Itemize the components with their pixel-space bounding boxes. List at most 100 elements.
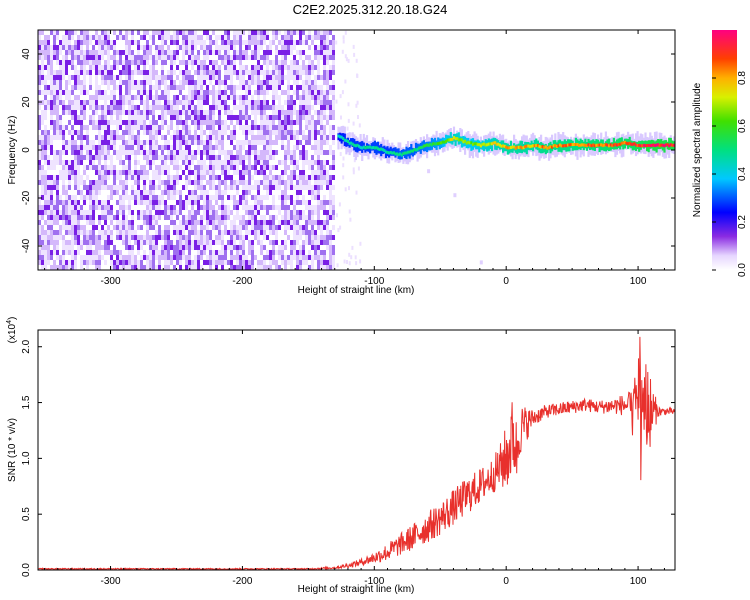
spectrogram-cell (203, 190, 206, 195)
spectrogram-cell (326, 160, 329, 165)
spectrogram-cell (260, 260, 263, 265)
spectrogram-cell (212, 85, 215, 90)
spectrogram-cell (248, 155, 251, 160)
spectrogram-cell (89, 220, 92, 225)
spectrogram-cell (143, 235, 146, 240)
signal-core (464, 139, 467, 143)
spectrogram-cell (227, 115, 230, 120)
spectrogram-cell (188, 130, 191, 135)
spectrogram-cell (167, 75, 170, 80)
spectrogram-cell (230, 255, 233, 260)
spectrogram-cell (155, 245, 158, 250)
spectrogram-cell (305, 75, 308, 80)
spectrogram-cell (92, 240, 95, 245)
spectrogram-cell (269, 255, 272, 260)
spectrogram-cell (137, 30, 140, 35)
spectrogram-cell (293, 165, 296, 170)
spectrogram-cell (329, 40, 332, 45)
spectrogram-cell (137, 110, 140, 115)
spectrogram-cell (161, 75, 164, 80)
spectrogram-cell (188, 30, 191, 35)
spectrogram-cell (56, 160, 59, 165)
colorbar-tick-label: 0.4 (737, 167, 748, 181)
spectrogram-cell (346, 260, 348, 264)
spectrogram-cell (44, 230, 47, 235)
spectrogram-cell (77, 210, 80, 215)
spectrogram-cell (206, 35, 209, 40)
spectrogram-cell (119, 105, 122, 110)
spectrogram-cell (236, 75, 239, 80)
spectrogram-cell (251, 105, 254, 110)
spectrogram-cell (74, 180, 77, 185)
spectrogram-cell (113, 55, 116, 60)
spectrogram-cell (317, 175, 320, 180)
y-tick-label: 40 (21, 48, 32, 60)
spectrogram-cell (239, 75, 242, 80)
signal-band (633, 141, 636, 150)
spectrogram-cell (155, 250, 158, 255)
spectrogram-cell (98, 205, 101, 210)
spectrogram-cell (296, 120, 299, 125)
spectrogram-cell (92, 180, 95, 185)
spectrogram-cell (92, 260, 95, 265)
spectrogram-cell (107, 140, 110, 145)
spectrogram-cell (155, 140, 158, 145)
spectrogram-cell (164, 110, 167, 115)
spectrogram-cell (206, 85, 209, 90)
spectrogram-cell (230, 250, 233, 255)
spectrogram-cell (44, 190, 47, 195)
spectrogram-cell (236, 150, 239, 155)
spectrogram-cell (278, 220, 281, 225)
spectrogram-cell (89, 165, 92, 170)
snr-panel: -300 -200 -100 0 100 0.00.51.01.52.0 Height … (6, 317, 676, 595)
spectrogram-cell (296, 145, 299, 150)
spectrogram-cell (74, 265, 77, 270)
spectrogram-cell (182, 205, 185, 210)
spectrogram-cell (314, 125, 317, 130)
spectrogram-cell (314, 190, 317, 195)
spectrogram-cell (245, 65, 248, 70)
spectrogram-cell (125, 230, 128, 235)
spectrogram-cell (155, 120, 158, 125)
spectrogram-cell (281, 125, 284, 130)
spectrogram-cell (86, 195, 89, 200)
spectrogram-cell (260, 165, 263, 170)
spectrogram-cell (326, 35, 329, 40)
signal-core (608, 144, 611, 148)
spectrogram-cell (281, 260, 284, 265)
spectrogram-cell (260, 180, 263, 185)
spectrogram-cell (140, 200, 143, 205)
spectrogram-cell (257, 225, 260, 230)
spectrogram-cell (71, 90, 74, 95)
spectrogram-cell (290, 75, 293, 80)
spectrogram-cell (44, 170, 47, 175)
spectrogram-cell (299, 180, 302, 185)
spectrogram-cell (191, 115, 194, 120)
spectrogram-cell (158, 200, 161, 205)
spectrogram-cell (317, 195, 320, 200)
spectrogram-cell (170, 215, 173, 220)
spectrogram-cell (83, 225, 86, 230)
spectrogram-cell (98, 115, 101, 120)
spectrogram-cell (134, 265, 137, 270)
spectrogram-cell (71, 110, 74, 115)
snr-y-ticks: 0.00.51.01.52.0 (21, 339, 675, 577)
spectrogram-cell (131, 60, 134, 65)
spectrogram-cell (302, 145, 305, 150)
spectrogram-cell (275, 235, 278, 240)
spectrogram-cell (348, 261, 351, 266)
spectrogram-cell (320, 230, 323, 235)
spectrogram-cell (254, 135, 257, 140)
spectrogram-cell (311, 105, 314, 110)
spectrogram-cell (170, 135, 173, 140)
spectrogram-cell (224, 225, 227, 230)
spectrogram-cell (233, 125, 236, 130)
spectrogram-cell (218, 145, 221, 150)
spectrogram-cell (200, 245, 203, 250)
spectrogram-cell (218, 65, 221, 70)
spectrogram-cell (194, 185, 197, 190)
spectrogram-cell (281, 140, 284, 145)
spectrogram-cell (83, 155, 86, 160)
spectrogram-cell (83, 135, 86, 140)
spectrogram-cell (287, 145, 290, 150)
